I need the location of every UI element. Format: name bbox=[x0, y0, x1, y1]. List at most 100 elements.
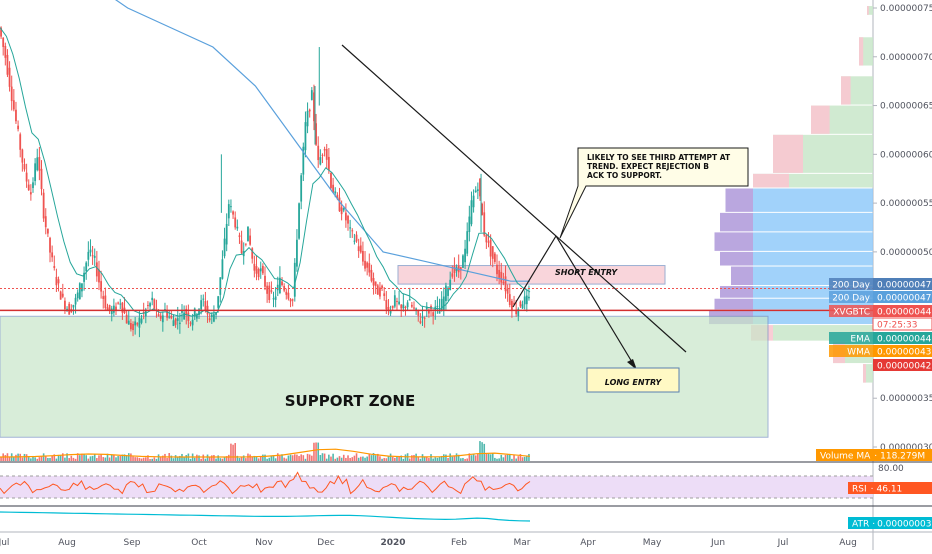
candle-body bbox=[332, 184, 335, 193]
candle-body bbox=[217, 296, 220, 308]
arrow-head-icon bbox=[627, 359, 637, 370]
candle-body bbox=[8, 67, 11, 87]
volume-bar bbox=[44, 455, 47, 461]
candle-body bbox=[493, 253, 496, 262]
price-tag bbox=[872, 317, 932, 331]
volume-bar bbox=[338, 456, 341, 461]
candle-body bbox=[462, 255, 464, 268]
volume-bar bbox=[351, 457, 354, 461]
volume-bar bbox=[76, 453, 79, 461]
candle-body bbox=[234, 217, 237, 228]
callout-note-box[interactable] bbox=[559, 147, 749, 239]
price-tag bbox=[873, 345, 932, 357]
candle-body bbox=[511, 300, 513, 310]
candle-body bbox=[176, 318, 179, 321]
volume-bar bbox=[240, 457, 243, 461]
volume-bar bbox=[0, 457, 2, 461]
price-tag-label: XVGBTC bbox=[833, 308, 870, 318]
volume-ma-line bbox=[0, 448, 531, 458]
volume-bar bbox=[417, 456, 420, 461]
candle-body bbox=[321, 154, 324, 156]
candle-body bbox=[83, 272, 85, 282]
volume-bar bbox=[521, 457, 524, 461]
candle-body bbox=[200, 300, 203, 310]
time-axis[interactable]: Jul Aug Sep Oct Nov Dec 2020 Feb Mar Apr May Jun Jul… bbox=[0, 538, 857, 548]
candle-body bbox=[459, 267, 462, 271]
candle-body bbox=[132, 323, 134, 331]
candle-body bbox=[445, 285, 447, 302]
ma-200-line bbox=[115, 0, 530, 282]
volume-bar bbox=[27, 457, 30, 461]
volume-bar bbox=[183, 457, 185, 461]
volume-profile-bar-sell bbox=[841, 76, 851, 105]
volume-bar bbox=[117, 456, 119, 461]
candle-body bbox=[500, 271, 503, 283]
candle-body bbox=[142, 312, 145, 314]
volume-bar bbox=[32, 455, 34, 461]
volume-bar bbox=[245, 458, 247, 461]
candle-body bbox=[174, 318, 177, 325]
volume-bar bbox=[370, 455, 373, 461]
volume-bar bbox=[47, 457, 49, 461]
long-entry-box[interactable] bbox=[586, 367, 680, 393]
candle-body bbox=[44, 216, 47, 228]
volume-bar bbox=[68, 458, 70, 461]
volume-bar bbox=[74, 458, 77, 461]
volume-bar bbox=[487, 453, 490, 461]
volume-bar bbox=[462, 457, 464, 461]
volume-bar bbox=[93, 453, 96, 461]
volume-bar bbox=[276, 453, 279, 461]
candle-body bbox=[525, 295, 528, 305]
candle-body bbox=[34, 163, 37, 182]
rejection-arrow-down bbox=[555, 235, 636, 368]
candle-body bbox=[119, 303, 122, 305]
volume-bar bbox=[345, 457, 347, 461]
candle-body bbox=[66, 308, 68, 310]
volume-bar bbox=[113, 454, 115, 461]
rsi-tag-text: RSI · 46.11 bbox=[852, 485, 902, 495]
time-tick-label: Apr bbox=[580, 538, 596, 548]
volume-bar bbox=[330, 456, 332, 461]
rsi-line bbox=[0, 471, 531, 495]
volume-bar bbox=[189, 458, 192, 461]
price-tick-label: 0.00000075 bbox=[880, 4, 932, 14]
candle-body bbox=[191, 319, 194, 326]
volume-bar bbox=[308, 454, 311, 461]
volume-bar bbox=[293, 454, 296, 461]
candle-body bbox=[485, 234, 488, 243]
candle-body bbox=[317, 145, 320, 161]
candle-body bbox=[468, 216, 471, 233]
volume-bar bbox=[285, 458, 288, 461]
candle-body bbox=[89, 249, 92, 253]
candle-body bbox=[221, 259, 224, 279]
candle-body bbox=[236, 226, 239, 229]
candle-body bbox=[376, 285, 379, 295]
volume-profile-bar bbox=[753, 286, 873, 298]
volume-bar bbox=[428, 458, 430, 461]
volume-bar bbox=[379, 456, 381, 461]
candle-body bbox=[481, 203, 484, 215]
volume-bar bbox=[51, 455, 53, 461]
short-entry-zone[interactable] bbox=[397, 265, 666, 285]
candle-body bbox=[59, 291, 62, 300]
candle-body bbox=[85, 262, 88, 272]
candle-body bbox=[172, 320, 175, 327]
candle-body bbox=[183, 312, 186, 320]
candle-body bbox=[106, 307, 109, 311]
volume-profile-bar-sell bbox=[714, 298, 753, 310]
candle-body bbox=[466, 231, 469, 254]
price-tag-value: 0.00000043 bbox=[877, 348, 931, 358]
volume-bar bbox=[134, 457, 136, 461]
volume-bar bbox=[270, 455, 273, 461]
volume-bar bbox=[321, 453, 324, 461]
candle-body bbox=[204, 301, 207, 311]
volume-bar bbox=[353, 455, 356, 461]
volume-bar bbox=[342, 454, 345, 461]
volume-bar bbox=[4, 455, 7, 461]
candle-body bbox=[251, 248, 254, 259]
descending-trendline[interactable] bbox=[341, 44, 687, 353]
volume-bar bbox=[8, 456, 11, 461]
candle-body bbox=[32, 182, 34, 189]
volume-bar bbox=[106, 453, 109, 461]
